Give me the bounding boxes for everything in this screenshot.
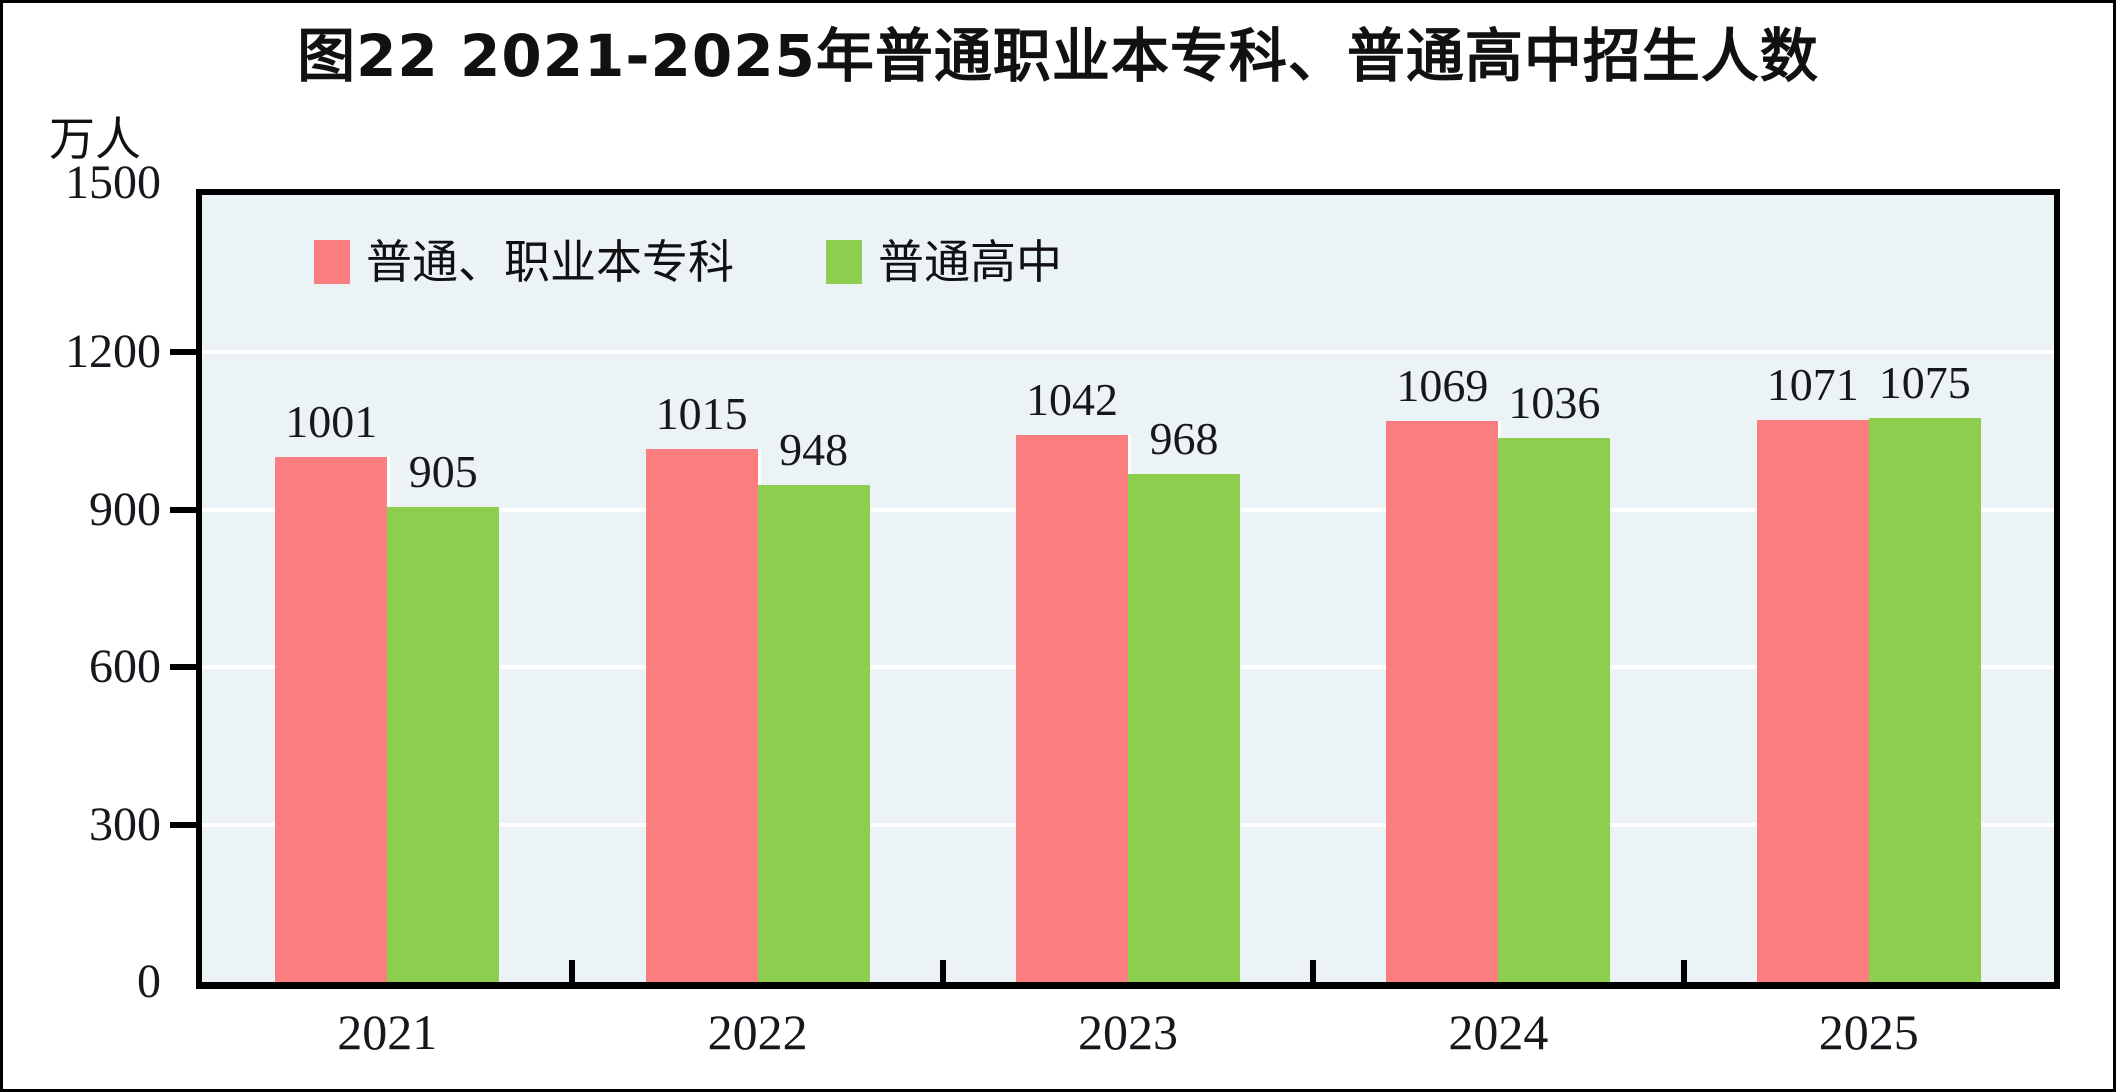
legend-swatch-green xyxy=(826,240,862,284)
x-axis-label-2023: 2023 xyxy=(1078,1004,1178,1060)
bar-value-label: 1069 xyxy=(1396,360,1489,411)
legend: 普通、职业本专科 普通高中 xyxy=(314,239,1062,285)
bar-value-label: 948 xyxy=(779,424,849,475)
legend-swatch-red xyxy=(314,240,350,284)
x-axis-label-2024: 2024 xyxy=(1448,1004,1549,1060)
y-axis-unit-label: 万人 xyxy=(49,112,141,166)
y-axis-tick xyxy=(170,506,196,513)
chart-title: 图22 2021-2025年普通职业本专科、普通高中招生人数 xyxy=(297,22,1819,90)
bar-gaozhong-2024 xyxy=(1498,438,1611,982)
bar-benzhuanke-2023 xyxy=(1016,435,1131,982)
plot-area: 普通、职业本专科 普通高中 1001 905 1015 948 1042 968 1069 1… xyxy=(196,189,2060,989)
y-axis-label-1200: 1200 xyxy=(65,325,161,379)
legend-label-gaozhong: 普通高中 xyxy=(878,235,1062,289)
x-axis-label-2022: 2022 xyxy=(707,1004,808,1060)
bar-value-label: 1036 xyxy=(1508,377,1601,428)
legend-item-benzhuanke: 普通、职业本专科 xyxy=(314,239,734,285)
bar-benzhuanke-2021 xyxy=(275,457,391,982)
x-axis-tick xyxy=(569,960,576,982)
x-axis-label-2025: 2025 xyxy=(1818,1004,1919,1060)
y-axis-label-300: 300 xyxy=(89,797,161,851)
x-axis-tick xyxy=(1680,960,1687,982)
bar-value-label: 1042 xyxy=(1026,374,1118,425)
bar-benzhuanke-2024 xyxy=(1386,421,1502,982)
y-axis-tick xyxy=(170,349,196,356)
y-axis-tick xyxy=(170,821,196,828)
legend-label-benzhuanke: 普通、职业本专科 xyxy=(366,235,734,289)
bar-value-label: 1071 xyxy=(1766,359,1859,410)
bar-gaozhong-2023 xyxy=(1128,474,1240,982)
bar-value-label: 1015 xyxy=(655,388,748,439)
x-axis-label-2021: 2021 xyxy=(337,1004,438,1060)
gridline-1200 xyxy=(202,350,2054,355)
y-axis-label-900: 900 xyxy=(89,482,161,536)
bar-gaozhong-2025 xyxy=(1868,418,1981,982)
x-axis-tick xyxy=(1310,960,1317,982)
y-axis-label-1500: 1500 xyxy=(65,156,161,209)
bar-gaozhong-2021 xyxy=(387,507,500,982)
bar-value-label: 968 xyxy=(1149,413,1219,464)
x-axis-tick xyxy=(939,960,946,982)
bar-benzhuanke-2022 xyxy=(645,449,761,982)
y-axis-label-0: 0 xyxy=(137,955,161,1008)
bar-value-label: 1001 xyxy=(285,396,378,447)
legend-item-gaozhong: 普通高中 xyxy=(826,239,1062,285)
y-axis-label-600: 600 xyxy=(89,640,161,694)
bar-gaozhong-2022 xyxy=(757,485,870,982)
bar-value-label: 905 xyxy=(408,446,478,497)
bar-value-label: 1075 xyxy=(1878,357,1971,408)
bar-benzhuanke-2025 xyxy=(1756,420,1872,982)
y-axis-tick xyxy=(170,664,196,671)
